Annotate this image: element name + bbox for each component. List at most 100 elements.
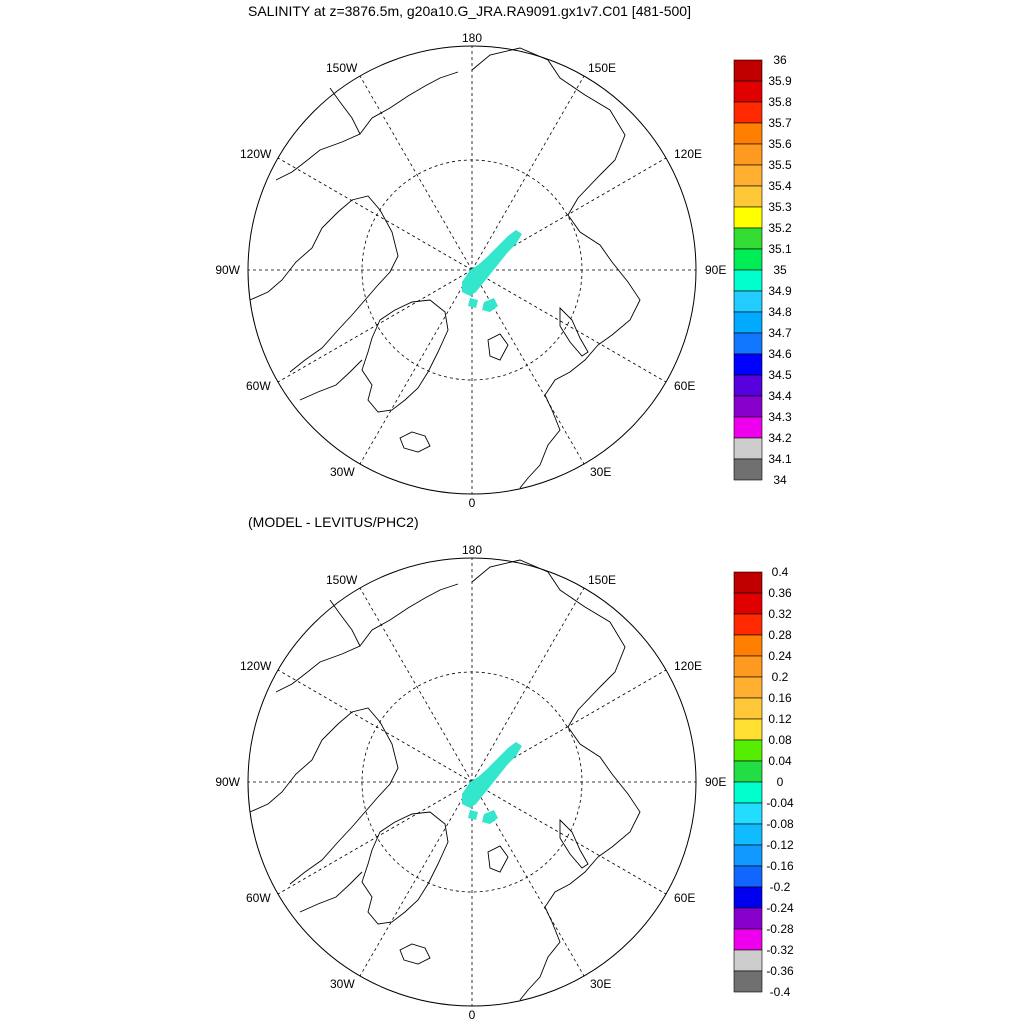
meridian-line bbox=[471, 587, 585, 783]
coastline bbox=[487, 333, 509, 361]
colorbar-tick-label: 34.1 bbox=[768, 452, 792, 466]
colorbar-swatch bbox=[733, 865, 763, 888]
coastline bbox=[519, 344, 599, 489]
colorbar-tick-label: 35.4 bbox=[768, 179, 792, 193]
coastline bbox=[471, 559, 641, 858]
meridian-line bbox=[471, 75, 585, 271]
coastline bbox=[361, 811, 449, 925]
colorbar-swatch bbox=[733, 907, 763, 930]
coastline bbox=[559, 306, 589, 357]
colorbar-swatch bbox=[733, 353, 763, 376]
colorbar-swatch bbox=[733, 718, 763, 741]
lon-label-30w: 30W bbox=[330, 465, 355, 479]
coastline bbox=[361, 299, 449, 413]
lon-label-60w: 60W bbox=[246, 891, 271, 905]
colorbar-swatch bbox=[733, 928, 763, 951]
colorbar-swatch bbox=[733, 844, 763, 867]
colorbar-swatch bbox=[733, 823, 763, 846]
meridian-line bbox=[277, 781, 473, 895]
colorbar-tick-label: 0.32 bbox=[768, 607, 792, 621]
colorbar-tick-label: 36 bbox=[773, 53, 787, 67]
colorbar-tick-label: 34.4 bbox=[768, 389, 792, 403]
colorbar-tick-label: 35.3 bbox=[768, 200, 792, 214]
coastline bbox=[249, 707, 399, 885]
lon-label-0: 0 bbox=[469, 496, 476, 510]
colorbar-swatch bbox=[733, 416, 763, 439]
colorbar-swatch bbox=[733, 185, 763, 208]
colorbar-swatch bbox=[733, 143, 763, 166]
coastline bbox=[275, 71, 459, 181]
colorbar-swatch bbox=[733, 676, 763, 699]
lon-label-30w: 30W bbox=[330, 977, 355, 991]
lon-label-120e: 120E bbox=[674, 659, 702, 673]
colorbar-swatch bbox=[733, 802, 763, 825]
lon-label-90e: 90E bbox=[705, 263, 726, 277]
coastline bbox=[329, 599, 361, 647]
difference-colorbar: 0.4 0.36 0.32 0.28 0.24 0.2 0.16 0.12 0.08 0.04 0 -… bbox=[733, 565, 794, 999]
lon-label-30e: 30E bbox=[590, 465, 611, 479]
lon-label-180: 180 bbox=[462, 543, 482, 557]
colorbar-swatch bbox=[733, 970, 763, 993]
colorbar-swatch bbox=[733, 332, 763, 355]
lon-label-90w: 90W bbox=[215, 775, 240, 789]
colorbar-swatch bbox=[733, 437, 763, 460]
colorbar-tick-label: 0.12 bbox=[768, 712, 792, 726]
colorbar-tick-label: 35.9 bbox=[768, 74, 792, 88]
colorbar-tick-label: 0.28 bbox=[768, 628, 792, 642]
colorbar-tick-label: 35.8 bbox=[768, 95, 792, 109]
lon-label-60e: 60E bbox=[674, 379, 695, 393]
meridian-line bbox=[359, 269, 473, 465]
salinity-map-panel: 36 35.9 35.8 35.7 35.6 35.5 35.4 35.3 35.2 35.1 35… bbox=[215, 31, 792, 510]
colorbar-tick-label: 0.16 bbox=[768, 691, 792, 705]
colorbar-tick-label: -0.04 bbox=[766, 796, 794, 810]
salinity-field-patch bbox=[468, 298, 478, 308]
colorbar-swatch bbox=[733, 269, 763, 292]
colorbar-swatch bbox=[733, 80, 763, 103]
coastline bbox=[519, 856, 599, 1001]
colorbar-swatch bbox=[733, 248, 763, 271]
coastline bbox=[471, 47, 641, 346]
lon-label-150e: 150E bbox=[588, 573, 616, 587]
colorbar-swatch bbox=[733, 739, 763, 762]
colorbar-swatch bbox=[733, 592, 763, 615]
lon-label-30e: 30E bbox=[590, 977, 611, 991]
colorbar-tick-label: 35.7 bbox=[768, 116, 792, 130]
bottom-map-title: (MODEL - LEVITUS/PHC2) bbox=[248, 514, 419, 530]
colorbar-tick-label: 34.6 bbox=[768, 347, 792, 361]
lon-label-150w: 150W bbox=[326, 573, 358, 587]
colorbar-swatch bbox=[733, 290, 763, 313]
salinity-colorbar: 36 35.9 35.8 35.7 35.6 35.5 35.4 35.3 35.2 35.1 35… bbox=[733, 53, 792, 487]
colorbar-tick-label: 0.2 bbox=[772, 670, 789, 684]
colorbar-tick-label: 35.5 bbox=[768, 158, 792, 172]
difference-map-panel: 0.4 0.36 0.32 0.28 0.24 0.2 0.16 0.12 0.08 0.04 0 -… bbox=[215, 543, 794, 1022]
colorbar-tick-label: 0 bbox=[777, 775, 784, 789]
lon-label-0: 0 bbox=[469, 1008, 476, 1022]
lon-label-120e: 120E bbox=[674, 147, 702, 161]
coastline bbox=[399, 431, 431, 453]
meridian-line bbox=[471, 781, 667, 895]
colorbar-swatch bbox=[733, 374, 763, 397]
coastline bbox=[299, 359, 363, 401]
colorbar-tick-label: 35.1 bbox=[768, 242, 792, 256]
salinity-field-patch bbox=[482, 298, 498, 312]
lon-label-150w: 150W bbox=[326, 61, 358, 75]
coastline bbox=[275, 583, 459, 693]
salinity-field-patch bbox=[462, 230, 522, 296]
lon-label-90e: 90E bbox=[705, 775, 726, 789]
meridian-line bbox=[359, 587, 473, 783]
meridian-line bbox=[359, 781, 473, 977]
colorbar-swatch bbox=[733, 886, 763, 909]
colorbar-swatch bbox=[733, 655, 763, 678]
coastline bbox=[399, 943, 431, 965]
colorbar-swatch bbox=[733, 613, 763, 636]
salinity-field-patch bbox=[462, 742, 522, 808]
colorbar-swatch bbox=[733, 634, 763, 657]
colorbar-tick-label: 34.2 bbox=[768, 431, 792, 445]
coastline bbox=[559, 818, 589, 869]
colorbar-swatch bbox=[733, 101, 763, 124]
colorbar-swatch bbox=[733, 164, 763, 187]
colorbar-swatch bbox=[733, 760, 763, 783]
colorbar-tick-label: -0.4 bbox=[770, 985, 791, 999]
colorbar-swatch bbox=[733, 206, 763, 229]
meridian-line bbox=[277, 157, 473, 271]
